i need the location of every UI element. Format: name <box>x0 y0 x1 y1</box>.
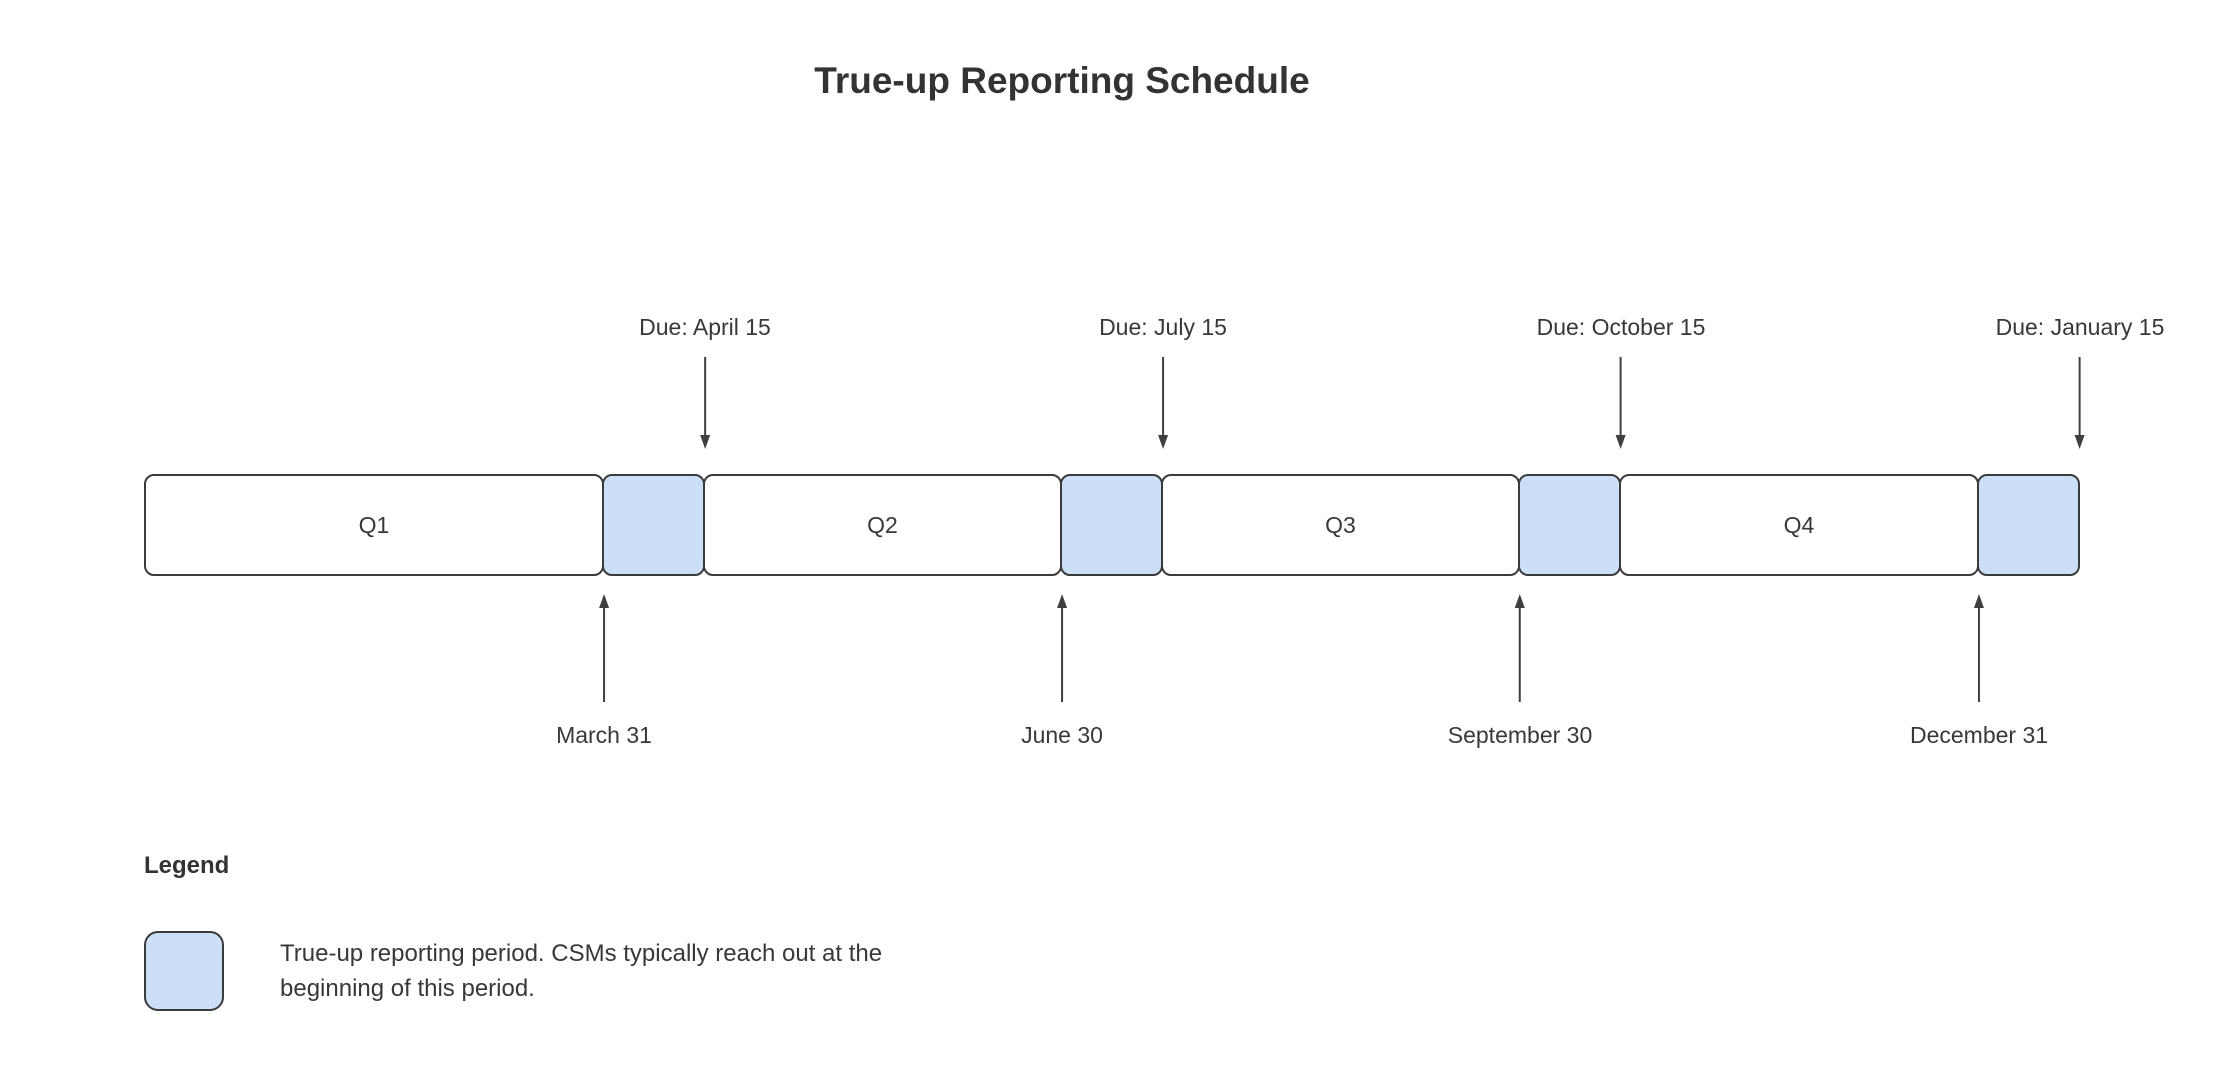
due-date-annotation-q1: Due: April 15 <box>639 314 771 449</box>
quarter-label: Q1 <box>358 511 390 538</box>
arrow-down-icon <box>699 357 710 449</box>
arrow-down-icon <box>1157 357 1168 449</box>
due-date-label: Due: April 15 <box>639 314 771 340</box>
due-date-annotation-q2: Due: July 15 <box>1099 314 1227 449</box>
arrow-up-icon <box>1514 594 1525 702</box>
quarter-end-label: June 30 <box>1021 722 1103 748</box>
legend-trueup-swatch <box>144 931 224 1011</box>
timeline-bar: Q1 Q2 Q3 Q4 <box>144 474 2080 576</box>
quarter-end-annotation-q1: March 31 <box>556 594 652 749</box>
page-title: True-up Reporting Schedule <box>814 60 1310 101</box>
arrow-down-icon <box>2075 357 2085 449</box>
quarter-end-label: December 31 <box>1909 722 2049 748</box>
quarter-end-label: September 30 <box>1447 722 1593 748</box>
arrow-up-icon <box>1973 594 1984 702</box>
quarter-label: Q4 <box>1783 511 1815 538</box>
due-date-annotation-q4: Due: January 15 <box>1995 314 2165 449</box>
quarter-end-annotation-q4: December 31 <box>1910 594 2048 749</box>
quarter-segment-q1: Q1 <box>144 474 604 576</box>
quarter-label: Q2 <box>867 511 898 538</box>
due-date-label: Due: October 15 <box>1536 314 1706 340</box>
quarter-end-label: March 31 <box>556 722 652 748</box>
quarter-segment-q2: Q2 <box>703 474 1062 576</box>
quarter-end-annotation-q2: June 30 <box>1021 594 1103 749</box>
quarter-segment-q4: Q4 <box>1619 474 1979 576</box>
due-date-label: Due: July 15 <box>1099 314 1227 340</box>
trueup-period-segment-2 <box>1060 474 1163 576</box>
legend-title: Legend <box>144 852 230 879</box>
trueup-period-segment-4 <box>1977 474 2080 576</box>
trueup-period-segment-3 <box>1518 474 1621 576</box>
arrow-up-icon <box>599 594 609 702</box>
quarter-segment-q3: Q3 <box>1161 474 1520 576</box>
legend-item-text: True-up reporting period. CSMs typically… <box>280 940 883 1002</box>
arrow-up-icon <box>1056 594 1067 702</box>
quarter-label: Q3 <box>1325 511 1356 538</box>
arrow-down-icon <box>1615 357 1626 449</box>
trueup-period-segment-1 <box>602 474 705 576</box>
quarter-end-annotation-q3: September 30 <box>1448 594 1592 749</box>
due-date-label: Due: January 15 <box>1995 314 2165 340</box>
due-date-annotation-q3: Due: October 15 <box>1536 314 1706 449</box>
